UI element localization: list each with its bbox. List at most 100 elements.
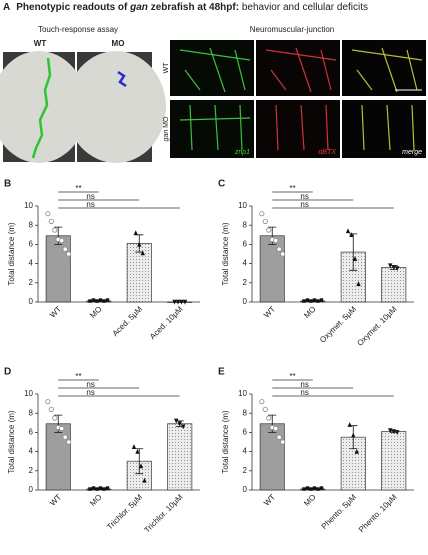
x-tick-label: MO bbox=[88, 493, 103, 508]
comparison-label: ns bbox=[300, 380, 308, 389]
data-point bbox=[266, 227, 272, 233]
data-point bbox=[181, 424, 186, 430]
panel-letter: B bbox=[4, 179, 11, 190]
data-point bbox=[59, 425, 65, 432]
data-point bbox=[276, 434, 282, 440]
y-tick-label: 10 bbox=[238, 389, 247, 398]
data-point bbox=[259, 399, 265, 405]
data-point bbox=[276, 246, 282, 252]
data-point bbox=[52, 415, 58, 421]
data-point bbox=[45, 399, 51, 405]
data-point bbox=[309, 299, 313, 303]
data-point bbox=[62, 246, 68, 252]
y-tick-label: 2 bbox=[29, 278, 34, 287]
data-point bbox=[319, 298, 324, 302]
x-tick-label: Oxymet. 5μM bbox=[318, 304, 358, 344]
data-point bbox=[105, 298, 110, 302]
data-point bbox=[135, 448, 140, 454]
bar bbox=[45, 423, 71, 491]
comparison-label: ns bbox=[86, 192, 94, 201]
y-tick-label: 4 bbox=[243, 447, 248, 456]
data-point bbox=[259, 211, 265, 217]
y-axis-label: Total distance (m) bbox=[7, 410, 16, 473]
data-point bbox=[309, 487, 313, 491]
y-tick-label: 0 bbox=[243, 297, 248, 306]
nmj-images bbox=[170, 40, 426, 158]
y-tick-label: 10 bbox=[24, 201, 33, 210]
data-point bbox=[354, 448, 359, 454]
data-point bbox=[182, 299, 188, 305]
data-point bbox=[302, 487, 306, 491]
comparison-label: ** bbox=[289, 372, 295, 381]
data-point bbox=[388, 428, 393, 434]
data-point bbox=[262, 406, 268, 412]
bar bbox=[126, 243, 152, 303]
x-tick-label: Aced. 10μM bbox=[148, 304, 185, 341]
comparison-label: ns bbox=[86, 200, 94, 209]
x-tick-label: Oxymet. 10μM bbox=[355, 304, 398, 347]
data-point bbox=[395, 266, 400, 272]
data-point bbox=[174, 418, 179, 424]
data-point bbox=[48, 218, 54, 224]
bar bbox=[259, 423, 285, 491]
x-tick-label: MO bbox=[302, 493, 317, 508]
touch-title: Touch-response assay bbox=[38, 25, 118, 34]
x-tick-label: Phento. 10μM bbox=[357, 492, 399, 534]
data-point bbox=[262, 218, 268, 224]
data-point bbox=[66, 251, 72, 257]
bar bbox=[381, 267, 407, 303]
panel-letter: C bbox=[218, 179, 225, 190]
data-point bbox=[179, 299, 184, 305]
comparison-label: ** bbox=[75, 372, 81, 381]
comparison-label: ns bbox=[86, 388, 94, 397]
comparison-label: ** bbox=[75, 184, 81, 193]
comparison-label: ns bbox=[300, 192, 308, 201]
y-tick-label: 10 bbox=[238, 201, 247, 210]
y-tick-label: 0 bbox=[29, 297, 34, 306]
data-point bbox=[91, 298, 96, 302]
data-point bbox=[142, 477, 147, 483]
data-point bbox=[95, 487, 99, 491]
channel-label: merge bbox=[402, 149, 422, 156]
data-point bbox=[312, 298, 317, 302]
y-axis-label: Total distance (m) bbox=[221, 410, 230, 473]
y-tick-label: 6 bbox=[29, 428, 34, 437]
data-point bbox=[45, 211, 51, 217]
data-point bbox=[352, 256, 358, 261]
y-tick-label: 4 bbox=[243, 259, 248, 268]
channel-label: znp1 bbox=[234, 149, 250, 156]
y-tick-label: 8 bbox=[29, 220, 34, 229]
data-point bbox=[177, 421, 182, 427]
data-point bbox=[391, 265, 396, 271]
data-point bbox=[138, 463, 144, 469]
x-tick-label: MO bbox=[88, 305, 103, 320]
bar bbox=[381, 431, 407, 491]
data-point bbox=[98, 486, 103, 490]
label: MO bbox=[112, 39, 125, 48]
comparison-label: ns bbox=[300, 388, 308, 397]
nmj-title: Neuromuscular-junction bbox=[250, 25, 334, 34]
data-point bbox=[102, 487, 106, 491]
data-point bbox=[395, 430, 400, 436]
y-tick-label: 8 bbox=[29, 408, 34, 417]
bar bbox=[45, 235, 71, 303]
data-point bbox=[273, 425, 279, 432]
label: WT bbox=[34, 39, 47, 48]
y-tick-label: 2 bbox=[243, 466, 248, 475]
data-point bbox=[88, 487, 92, 491]
data-point bbox=[91, 486, 96, 490]
data-point bbox=[302, 299, 306, 303]
y-tick-label: 6 bbox=[243, 240, 248, 249]
data-point bbox=[140, 250, 145, 256]
y-tick-label: 8 bbox=[243, 220, 248, 229]
data-point bbox=[319, 486, 324, 490]
data-point bbox=[266, 415, 272, 421]
panel-title: A Phenotypic readouts of gan zebrafish at… bbox=[3, 2, 368, 13]
x-tick-label: Trichlor. 10μM bbox=[143, 492, 185, 534]
data-point bbox=[105, 486, 110, 490]
x-tick-label: WT bbox=[48, 492, 63, 507]
data-point bbox=[66, 439, 72, 445]
data-point bbox=[52, 227, 58, 233]
bar bbox=[167, 423, 193, 491]
data-point bbox=[48, 406, 54, 412]
